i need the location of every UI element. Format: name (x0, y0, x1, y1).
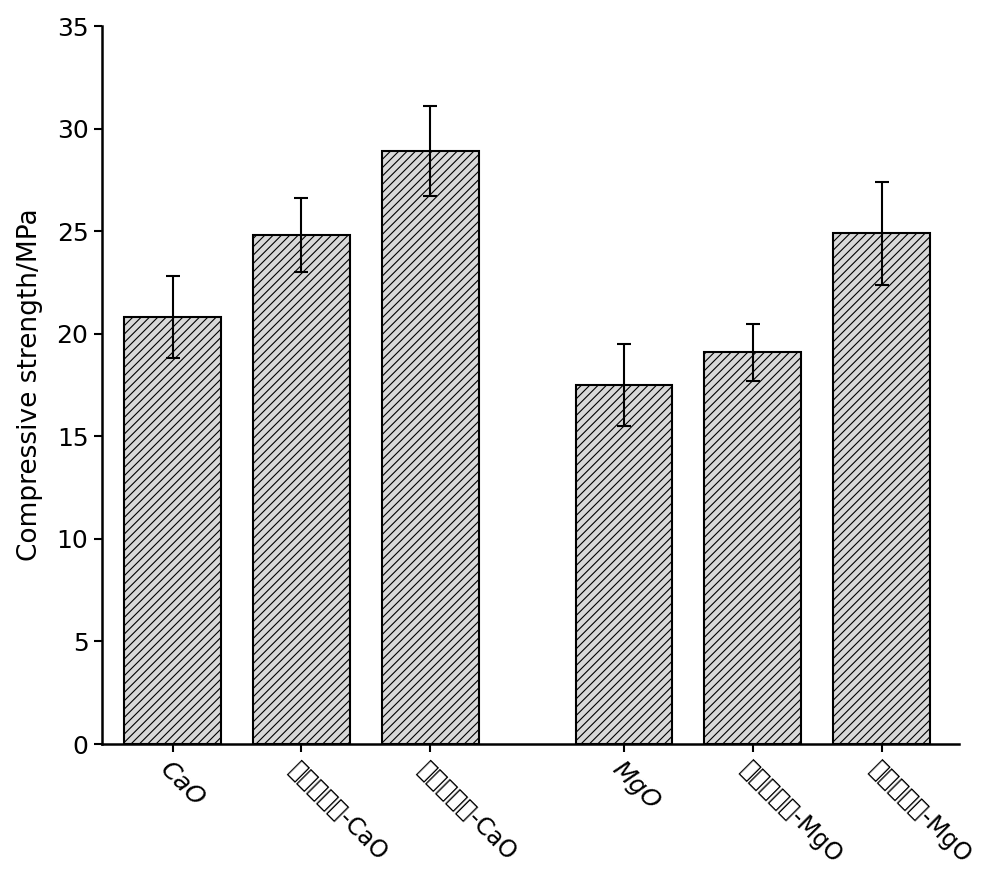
Bar (576, 385, 672, 744)
Y-axis label: Compressive strength/MPa: Compressive strength/MPa (17, 209, 43, 561)
Bar (253, 235, 350, 744)
Bar (382, 151, 479, 744)
Bar (833, 234, 930, 744)
Bar (704, 352, 801, 744)
Bar (124, 318, 221, 744)
